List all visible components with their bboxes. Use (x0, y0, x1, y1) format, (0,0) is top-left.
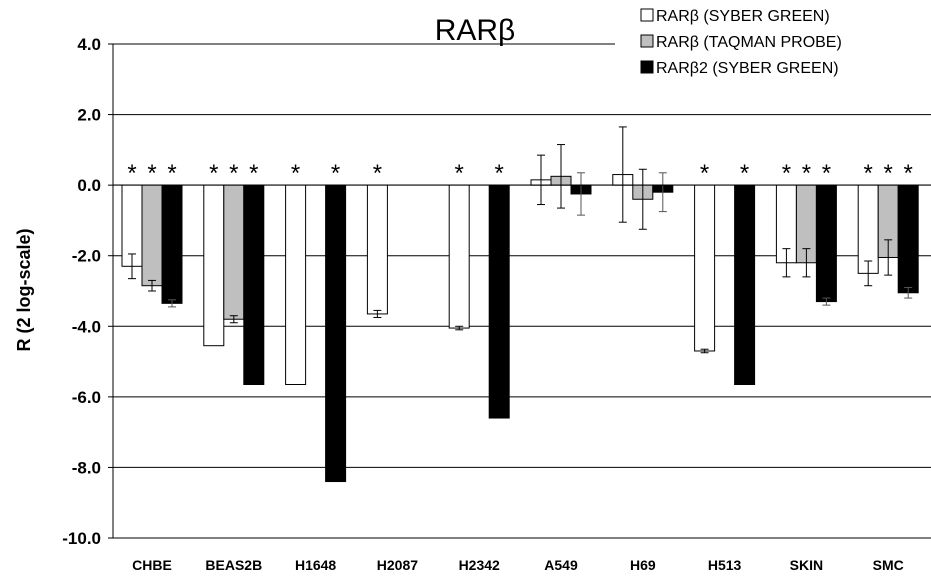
legend-swatch (640, 34, 654, 48)
significance-star: * (455, 160, 464, 187)
x-tick-label: BEAS2B (205, 557, 262, 573)
legend-swatch (640, 8, 654, 22)
significance-star: * (802, 160, 811, 187)
significance-star: * (495, 160, 504, 187)
bar (448, 184, 470, 329)
significance-star: * (822, 160, 831, 187)
legend: RARβ (SYBER GREEN) RARβ (TAQMAN PROBE) RAR… (640, 8, 842, 77)
x-tick-label: CHBE (132, 557, 172, 573)
significance-star: * (167, 160, 176, 187)
significance-star: * (782, 160, 791, 187)
bar (325, 184, 347, 483)
bar (141, 184, 163, 287)
y-tick-label: -6.0 (72, 388, 101, 407)
y-tick-label: -4.0 (72, 317, 101, 336)
significance-markers: * * * * * * * * * * * * * * * * * * * (127, 160, 913, 187)
x-tick-label: SKIN (790, 557, 823, 573)
x-tick-label: H69 (630, 557, 656, 573)
significance-star: * (331, 160, 340, 187)
bar (734, 184, 756, 386)
significance-star: * (373, 160, 382, 187)
bar (488, 184, 510, 419)
x-tick-label: H2087 (377, 557, 418, 573)
x-tick-label: A549 (544, 557, 578, 573)
legend-label: RARβ (TAQMAN PROBE) (656, 34, 842, 51)
bar (694, 184, 716, 352)
bar (897, 184, 919, 294)
error-bars (128, 126, 913, 354)
significance-star: * (209, 160, 218, 187)
bar (815, 184, 837, 303)
y-tick-label: -8.0 (72, 458, 101, 477)
significance-star: * (700, 160, 709, 187)
y-tick-label: 2.0 (77, 106, 101, 125)
y-tick-label: -10.0 (62, 529, 101, 548)
significance-star: * (291, 160, 300, 187)
x-tick-label: H2342 (459, 557, 500, 573)
bars (121, 174, 919, 483)
bar (366, 184, 388, 315)
bar (285, 184, 307, 386)
x-tick-label: H513 (708, 557, 742, 573)
y-tick-label: -2.0 (72, 247, 101, 266)
x-tick-label: H1648 (295, 557, 336, 573)
y-tick-label: 0.0 (77, 176, 101, 195)
legend-swatch (640, 60, 654, 74)
significance-star: * (229, 160, 238, 187)
legend-label: RARβ (SYBER GREEN) (656, 8, 830, 25)
x-tick-labels: CHBE BEAS2B H1648 H2087 H2342 A549 H69 H513 SKIN… (132, 557, 904, 573)
y-axis-label: R (2 log-scale) (14, 228, 34, 351)
bar (161, 184, 183, 304)
significance-star: * (904, 160, 913, 187)
legend-label: RARβ2 (SYBER GREEN) (656, 60, 839, 77)
bar (203, 184, 225, 347)
y-tick-label: 4.0 (77, 35, 101, 54)
y-tick-labels: 4.0 2.0 0.0 -2.0 -4.0 -6.0 -8.0 -10.0 (62, 35, 101, 548)
significance-star: * (884, 160, 893, 187)
significance-star: * (127, 160, 136, 187)
bar (857, 184, 879, 274)
x-tick-label: SMC (873, 557, 904, 573)
significance-star: * (740, 160, 749, 187)
significance-star: * (249, 160, 258, 187)
bar (243, 184, 265, 386)
bar (223, 184, 245, 320)
chart-title: RARβ (435, 14, 516, 47)
significance-star: * (147, 160, 156, 187)
significance-star: * (864, 160, 873, 187)
